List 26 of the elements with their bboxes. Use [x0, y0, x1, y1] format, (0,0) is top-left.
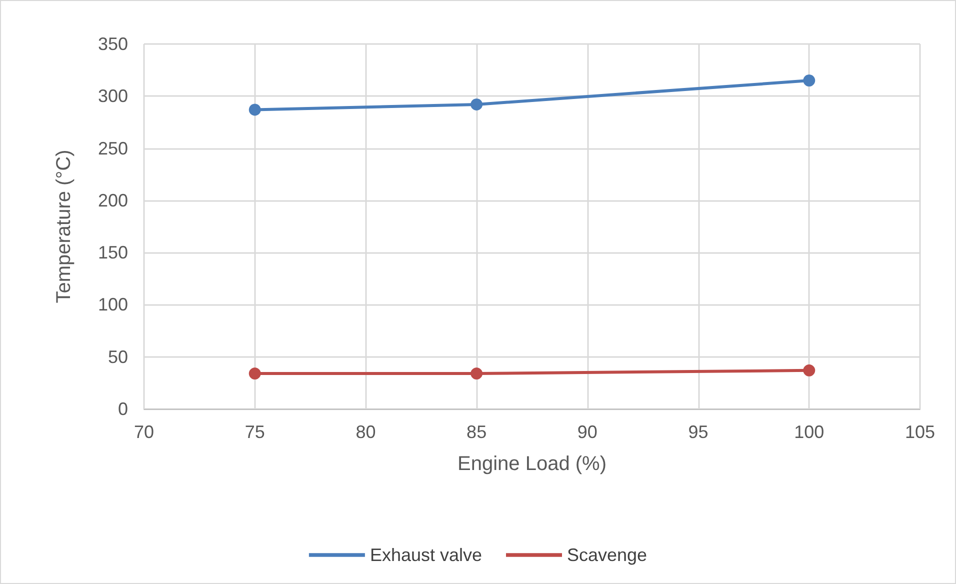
point	[803, 364, 816, 376]
point	[470, 368, 483, 380]
y-tick-label: 250	[98, 138, 128, 158]
legend-label: Exhaust valve	[370, 545, 482, 565]
y-tick-label: 100	[98, 294, 128, 315]
x-axis-title: Engine Load (%)	[458, 453, 606, 475]
y-tick-label: 0	[118, 399, 128, 419]
x-tick-label: 105	[904, 422, 936, 442]
y-tick-label: 300	[98, 86, 128, 106]
y-axis-title: Temperature (°C)	[53, 150, 75, 304]
x-tick-label: 100	[794, 422, 824, 442]
legend-label: Scavenge	[567, 545, 648, 565]
y-tick-label: 200	[98, 190, 128, 210]
y-tick-label: 150	[98, 242, 128, 263]
point	[248, 368, 261, 380]
y-tick-label: 50	[108, 346, 128, 367]
x-tick-label: 95	[688, 422, 708, 442]
x-tick-label: 90	[577, 422, 598, 442]
point	[470, 98, 483, 110]
point	[803, 74, 816, 86]
point	[248, 104, 261, 116]
x-tick-label: 85	[466, 422, 487, 442]
x-tick-label: 80	[356, 422, 376, 442]
y-tick-label: 350	[98, 34, 128, 54]
x-tick-label: 70	[134, 422, 154, 442]
x-tick-label: 75	[244, 422, 265, 442]
